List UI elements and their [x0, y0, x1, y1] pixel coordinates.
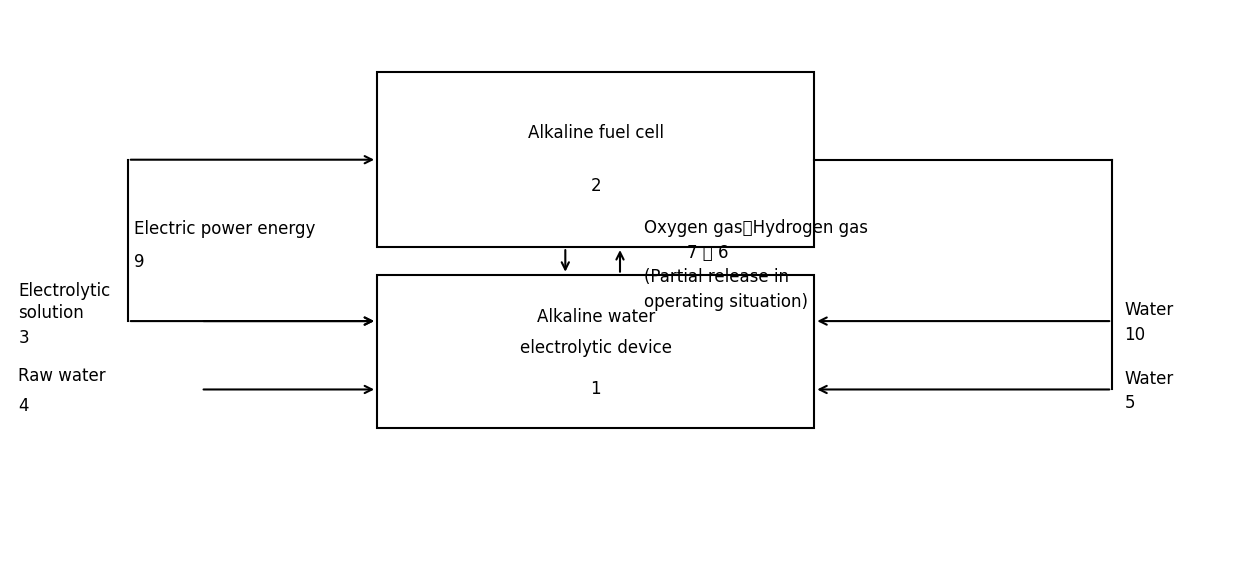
Text: operating situation): operating situation): [645, 293, 808, 311]
Text: 1: 1: [590, 381, 601, 399]
Text: 9: 9: [134, 253, 144, 271]
Text: Water: Water: [1125, 370, 1173, 388]
Text: Alkaline water: Alkaline water: [537, 308, 655, 327]
Text: 10: 10: [1125, 326, 1146, 344]
Text: Alkaline fuel cell: Alkaline fuel cell: [528, 125, 663, 143]
Text: Water: Water: [1125, 301, 1173, 319]
Text: 5: 5: [1125, 394, 1135, 412]
Text: 4: 4: [19, 397, 29, 415]
Text: Raw water: Raw water: [19, 367, 107, 385]
Text: (Partial release in: (Partial release in: [645, 268, 790, 286]
Text: 3: 3: [19, 328, 29, 346]
Text: solution: solution: [19, 304, 84, 322]
Text: electrolytic device: electrolytic device: [520, 339, 672, 357]
Text: Electric power energy: Electric power energy: [134, 221, 315, 239]
Text: 2: 2: [590, 177, 601, 195]
Bar: [377, 275, 815, 428]
Text: 7 ・ 6: 7 ・ 6: [687, 244, 728, 262]
Text: Oxygen gas・Hydrogen gas: Oxygen gas・Hydrogen gas: [645, 219, 868, 237]
Text: Electrolytic: Electrolytic: [19, 282, 110, 300]
Bar: [377, 72, 815, 247]
